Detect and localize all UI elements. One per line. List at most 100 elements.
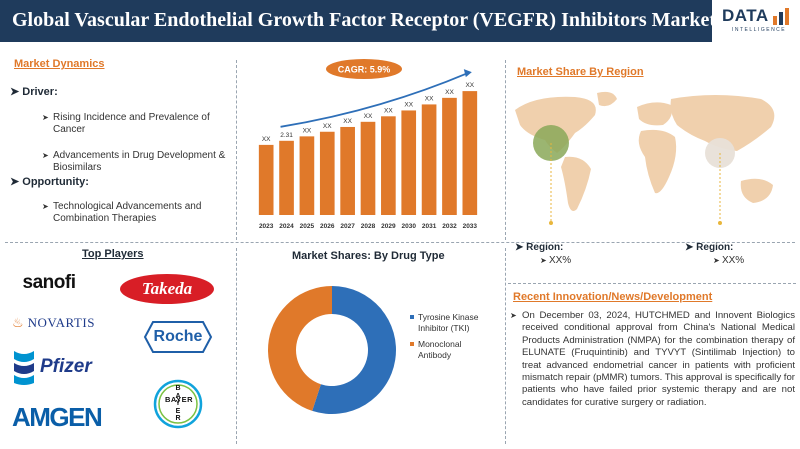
bar-2024 bbox=[279, 140, 294, 215]
driver-label: Driver: bbox=[22, 86, 58, 98]
pfizer-text: Pfizer bbox=[40, 356, 92, 377]
data-label: XX bbox=[404, 101, 413, 108]
divider bbox=[5, 242, 795, 243]
chevron-right-icon: ➤ bbox=[713, 256, 722, 265]
innovation-title: Recent Innovation/News/Development bbox=[513, 291, 713, 303]
chevron-right-icon: ➤ bbox=[42, 202, 49, 211]
region-left-value: ➤ XX% bbox=[540, 255, 571, 267]
donut-slice-1 bbox=[268, 286, 332, 411]
innovation-body: ➤ On December 03, 2024, HUTCHMED and Inn… bbox=[510, 310, 795, 409]
legend-item-mab: Monoclonal Antibody bbox=[410, 339, 490, 360]
drug-type-donut-chart bbox=[268, 286, 396, 414]
driver-heading: ➤ Driver: bbox=[10, 86, 58, 98]
region-left-value-text: XX% bbox=[548, 255, 572, 266]
data-label: 2.31 bbox=[280, 132, 293, 139]
cagr-label: CAGR: 5.9% bbox=[338, 65, 391, 75]
divider bbox=[508, 283, 796, 284]
chevron-right-icon: ➤ bbox=[10, 176, 23, 188]
sanofi-logo: sanofi bbox=[14, 270, 84, 296]
novartis-logo: ♨ NOVARTIS bbox=[12, 312, 112, 334]
africa-shape bbox=[638, 129, 677, 194]
world-map bbox=[515, 91, 775, 225]
sanofi-text: sanofi bbox=[22, 272, 76, 293]
data-label: XX bbox=[384, 107, 393, 114]
region-title: Market Share By Region bbox=[517, 66, 644, 78]
australia-shape bbox=[740, 178, 773, 203]
divider bbox=[236, 248, 237, 444]
chevron-right-icon: ➤ bbox=[540, 256, 549, 265]
region-right-value: ➤ XX% bbox=[713, 255, 744, 267]
chevron-right-icon: ➤ bbox=[685, 242, 697, 253]
bayer-vertical-text: BAYER bbox=[175, 385, 181, 422]
donut-slice-0 bbox=[312, 286, 396, 414]
logo-main-text: DATA bbox=[722, 6, 769, 25]
divider bbox=[505, 248, 506, 444]
region-left-label: Region: bbox=[526, 242, 564, 253]
driver-item: ➤ Rising Incidence and Prevalence of Can… bbox=[42, 112, 234, 136]
opportunity-heading: ➤ Opportunity: bbox=[10, 176, 89, 188]
driver-item: ➤ Advancements in Drug Development & Bio… bbox=[42, 150, 234, 174]
data-label: XX bbox=[343, 118, 352, 125]
takeda-text: Takeda bbox=[141, 279, 193, 298]
bar-chart-logo-icon bbox=[773, 8, 789, 25]
bar-2031 bbox=[421, 104, 437, 215]
x-tick-label: 2029 bbox=[381, 223, 396, 230]
flame-icon: ♨ bbox=[12, 315, 24, 330]
trend-arrow-line bbox=[280, 72, 469, 128]
page-title: Global Vascular Endothelial Growth Facto… bbox=[12, 9, 717, 31]
leader-dot bbox=[549, 221, 553, 225]
data-label: XX bbox=[323, 123, 332, 130]
data-label: XX bbox=[262, 136, 271, 143]
legend-label: Monoclonal Antibody bbox=[418, 339, 462, 360]
europe-shape bbox=[637, 102, 672, 126]
data-label: XX bbox=[445, 89, 454, 96]
header: Global Vascular Endothelial Growth Facto… bbox=[0, 0, 800, 42]
south-america-shape bbox=[561, 156, 591, 211]
region-right: ➤ Region: bbox=[685, 242, 733, 254]
title-bar: Global Vascular Endothelial Growth Facto… bbox=[0, 0, 716, 42]
chevron-right-icon: ➤ bbox=[42, 151, 49, 160]
region-right-value-text: XX% bbox=[721, 255, 745, 266]
data-label: XX bbox=[364, 113, 373, 120]
driver-text: Rising Incidence and Prevalence of Cance… bbox=[53, 112, 210, 135]
market-dynamics-title: Market Dynamics bbox=[14, 58, 105, 70]
pfizer-helix-icon bbox=[14, 351, 34, 385]
legend-swatch bbox=[410, 315, 414, 319]
roche-text: Roche bbox=[153, 328, 203, 345]
bar-2025 bbox=[299, 136, 315, 215]
pfizer-logo: Pfizer bbox=[10, 346, 110, 388]
x-tick-label: 2027 bbox=[340, 223, 355, 230]
cagr-badge bbox=[326, 59, 402, 79]
region-left: ➤ Region: bbox=[515, 242, 563, 254]
region-right-label: Region: bbox=[696, 242, 734, 253]
novartis-text: NOVARTIS bbox=[27, 315, 95, 330]
bar-2033 bbox=[462, 91, 478, 215]
logo-sub-text: INTELLIGENCE bbox=[732, 27, 787, 33]
x-tick-label: 2026 bbox=[320, 223, 335, 230]
bayer-cross-icon bbox=[153, 379, 203, 429]
legend-swatch bbox=[410, 342, 414, 346]
driver-text: Advancements in Drug Development & Biosi… bbox=[53, 150, 226, 173]
amgen-logo: AMGEN bbox=[12, 402, 122, 432]
legend-label: Tyrosine Kinase Inhibitor (TKI) bbox=[418, 312, 479, 333]
x-tick-label: 2024 bbox=[279, 223, 294, 230]
legend-item-tki: Tyrosine Kinase Inhibitor (TKI) bbox=[410, 312, 490, 333]
opportunity-text: Technological Advancements and Combinati… bbox=[53, 201, 202, 224]
divider bbox=[236, 60, 237, 240]
x-tick-label: 2033 bbox=[463, 223, 478, 230]
bar-2030 bbox=[401, 110, 417, 215]
datam-logo: DATA INTELLIGENCE bbox=[718, 6, 796, 38]
leader-dot bbox=[718, 221, 722, 225]
drug-type-title: Market Shares: By Drug Type bbox=[292, 250, 445, 262]
chevron-right-icon: ➤ bbox=[42, 113, 49, 122]
bar-2027 bbox=[340, 126, 355, 215]
roche-hexagon-icon bbox=[143, 321, 213, 353]
x-tick-label: 2023 bbox=[259, 223, 274, 230]
x-tick-label: 2028 bbox=[361, 223, 376, 230]
data-label: XX bbox=[465, 82, 474, 89]
opportunity-item: ➤ Technological Advancements and Combina… bbox=[42, 201, 234, 225]
bar-2028 bbox=[360, 121, 376, 215]
asia-shape bbox=[670, 95, 775, 151]
divider bbox=[505, 60, 506, 240]
takeda-logo: Takeda bbox=[118, 272, 216, 306]
